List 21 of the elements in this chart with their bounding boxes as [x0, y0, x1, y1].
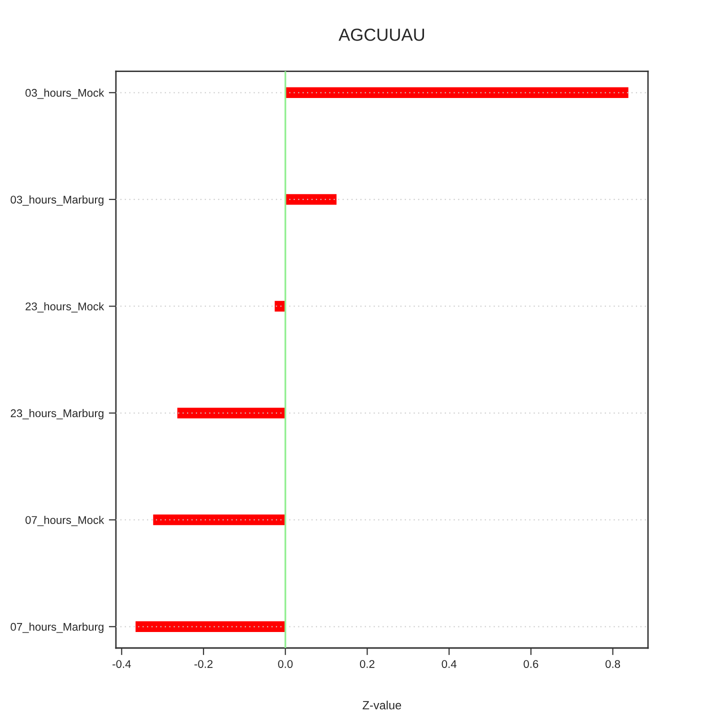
x-tick-label: -0.4 [112, 660, 131, 668]
chart-title: AGCUUAU [338, 28, 424, 41]
x-tick-label: 0.0 [278, 660, 293, 668]
x-tick-label: 0.6 [524, 660, 538, 668]
bar [136, 621, 286, 632]
bar [274, 300, 286, 312]
y-tick-label: 03_hours_Marburg [10, 195, 104, 206]
bar [285, 194, 337, 205]
x-tick-label: 0.2 [360, 660, 374, 668]
y-tick-label: 23_hours_Marburg [10, 409, 104, 420]
bar [177, 408, 286, 418]
x-tick-label: 0.4 [442, 660, 456, 668]
y-tick-label: 23_hours_Mock [26, 302, 104, 312]
y-tick-label: 03_hours_Mock [25, 88, 104, 99]
bar [285, 87, 628, 98]
y-tick-label: 07_hours_Marburg [10, 622, 104, 633]
x-tick-label: -0.2 [194, 660, 213, 668]
x-axis-title: Z-value [362, 700, 402, 710]
bar [153, 514, 286, 526]
x-tick-label: 0.8 [606, 660, 620, 668]
y-tick-label: 07_hours_Mock [25, 516, 104, 526]
